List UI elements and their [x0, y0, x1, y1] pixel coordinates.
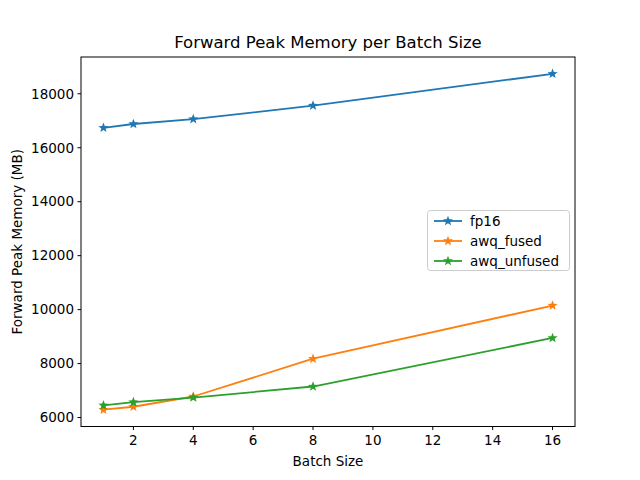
y-axis-label: Forward Peak Memory (MB)	[9, 149, 25, 335]
x-tick-label: 14	[484, 432, 501, 448]
legend: fp16 awq_fused awq_unfused	[428, 211, 570, 271]
y-tick-label: 8000	[40, 355, 74, 371]
x-tick-label: 12	[424, 432, 441, 448]
chart-title: Forward Peak Memory per Batch Size	[174, 33, 482, 52]
y-tick-label: 14000	[31, 193, 74, 209]
y-tick-label: 16000	[31, 140, 74, 156]
legend-label: fp16	[470, 213, 501, 229]
x-tick-label: 2	[129, 432, 138, 448]
y-tick-label: 6000	[40, 409, 74, 425]
x-tick-label: 10	[364, 432, 381, 448]
legend-label: awq_unfused	[470, 253, 559, 269]
legend-label: awq_fused	[470, 233, 542, 249]
y-tick-label: 12000	[31, 247, 74, 263]
y-tick-label: 10000	[31, 301, 74, 317]
figure: 2 4 6 8 10 12 14 16 6000 8000 10000 12000 14000 16000…	[0, 0, 640, 480]
x-tick-label: 4	[189, 432, 198, 448]
y-tick-label: 18000	[31, 86, 74, 102]
x-tick-label: 8	[309, 432, 318, 448]
x-axis-label: Batch Size	[293, 453, 364, 469]
chart-canvas: 2 4 6 8 10 12 14 16 6000 8000 10000 12000 14000 16000…	[0, 0, 640, 480]
x-tick-label: 16	[544, 432, 561, 448]
x-tick-label: 6	[249, 432, 258, 448]
